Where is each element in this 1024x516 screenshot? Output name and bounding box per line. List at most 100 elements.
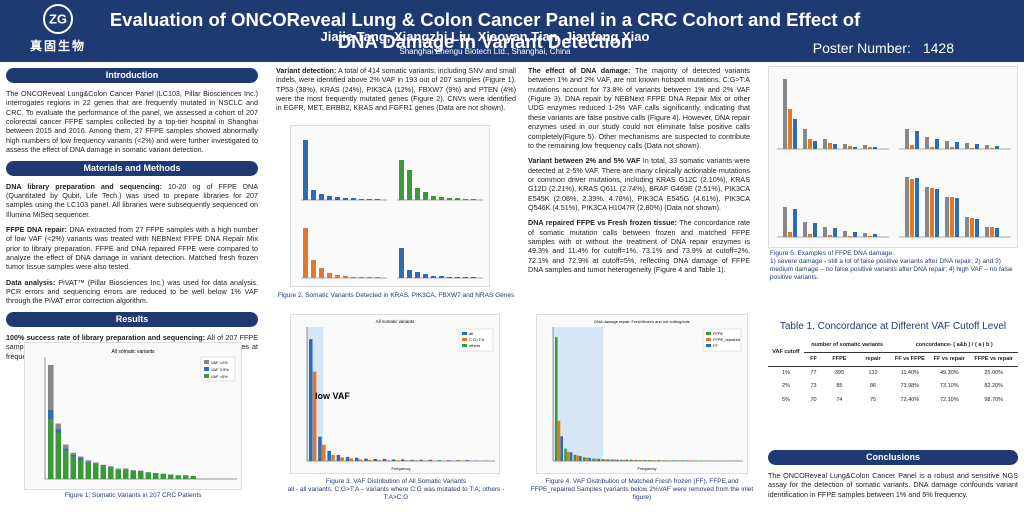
fig1-bar: [48, 410, 54, 419]
fig5-bar: [945, 197, 949, 237]
fig4-bar: [657, 460, 660, 461]
fig4-bar: [594, 458, 598, 461]
poster-number-value: 1428: [922, 40, 954, 56]
fig1-bar: [168, 474, 174, 479]
fig1-bar: [63, 444, 69, 449]
fig5-bar: [945, 141, 949, 149]
methods-repair: FFPE DNA repair: DNA extracted from 27 F…: [6, 225, 258, 272]
table-1-block: Table 1. Concordance at Different VAF Cu…: [768, 320, 1018, 407]
fig5-bar: [853, 147, 857, 149]
fig2-bar: [463, 277, 468, 278]
fig4-bar: [569, 452, 573, 461]
fig1-bar: [85, 460, 91, 462]
fig3-bar: [391, 459, 396, 461]
concordance-table: VAF cutoff number of somatic variants co…: [768, 339, 1018, 407]
fig4-bar: [557, 420, 561, 461]
fig1-bar: [93, 464, 99, 479]
fig5-bar: [905, 177, 909, 237]
cell: 395: [823, 366, 856, 381]
fig3-bar: [404, 460, 409, 461]
legend-swatch-gt5: [204, 374, 209, 378]
fig2-bar: [303, 228, 308, 278]
fig5-bar: [975, 144, 979, 149]
fig1-bar: [55, 432, 61, 479]
fig4-bar: [620, 459, 623, 461]
cell: 49.30%: [929, 366, 970, 381]
fig1-bar: [145, 472, 151, 479]
fig2-bar: [343, 276, 348, 278]
fig5-bar: [863, 233, 867, 237]
fig4-legend-swatch-ffpe: [706, 332, 711, 335]
figure-3-caption-text: Figure 3. VAF Distribution of All Somati…: [287, 478, 505, 502]
fig3-legend-others: others: [469, 343, 480, 348]
th-ff-vs-ffpe: FF vs FFPE: [894, 356, 925, 363]
fig4-bar: [644, 460, 647, 461]
methods-lib: DNA library preparation and sequencing: …: [6, 182, 258, 219]
fig2-bar: [319, 194, 324, 200]
fig1-bar: [55, 429, 61, 433]
fig5-bar: [833, 144, 837, 149]
fig4-bar: [662, 460, 666, 461]
fig4-legend-swatch-ff: [706, 344, 711, 347]
fig5-bar: [935, 189, 939, 237]
figure-3-caption: Figure 3. VAF Distribution of All Somati…: [276, 478, 516, 502]
fig1-bar: [78, 456, 84, 458]
conclusions-block: Conclusions The ONCOReveal Lung&Colon Ca…: [768, 448, 1018, 505]
methods-repair-text: DNA extracted from 27 FFPE samples with …: [6, 224, 258, 272]
poster-number-label: Poster Number:: [812, 40, 911, 56]
cell: 11.40%: [890, 366, 930, 381]
figure-1-chart: All somatic variants VAF <2% VAF 2-5% VA…: [44, 349, 237, 480]
legend-label-2to5: VAF 2-5%: [211, 367, 229, 372]
fig1-bar: [175, 475, 181, 479]
fig2-bar: [415, 188, 420, 200]
fig4-bar: [650, 460, 654, 461]
fig2-bar: [423, 192, 428, 200]
between-title: Variant between 2% and 5% VAF: [528, 156, 641, 166]
logo-mark: ZG: [43, 4, 73, 34]
fig5-bar: [803, 129, 807, 149]
fig1-bar: [160, 473, 166, 479]
fig3-bar: [309, 339, 313, 461]
figure-2-chart: [301, 140, 483, 279]
fig4-legend-ffpe: FFPE: [713, 331, 724, 336]
fig4-bar: [625, 459, 629, 461]
table-head-row: VAF cutoff number of somatic variants co…: [768, 339, 1018, 368]
fig5-bar: [783, 207, 787, 237]
fig5-bar: [863, 145, 867, 149]
column-3: The effect of DNA damage: The majority o…: [528, 66, 750, 281]
fig2-bar: [303, 140, 308, 200]
fig3-bar: [419, 459, 423, 461]
conclusions-text: The ONCOReveal Lung&Colon Cancer Panel i…: [768, 471, 1018, 499]
fig1-bar: [70, 455, 76, 457]
fig4-bar: [567, 451, 570, 461]
fig2-bar: [471, 277, 476, 278]
fig3-bar: [364, 458, 368, 461]
th-concordance: concordance- ( a&b ) / ( a | b ): [890, 339, 1018, 354]
table-subhead-row: FF FFPE repair FF vs FFPE FF vs repair F…: [768, 353, 1018, 367]
fig3-bar: [345, 456, 350, 461]
fig5-bar: [833, 228, 837, 237]
legend-swatch-2to5: [204, 367, 209, 371]
results-success-title: 100% success rate of library preparation…: [6, 332, 206, 342]
effect-dna-damage: The effect of DNA damage: The majority o…: [528, 66, 750, 150]
fig1-bar: [108, 467, 114, 468]
fig4-bar: [681, 460, 684, 461]
fig2-bar: [359, 199, 364, 200]
fig1-bar: [100, 464, 106, 466]
fig4-bar: [669, 460, 672, 461]
fig1-bar: [100, 465, 106, 467]
fig4-bar: [648, 460, 651, 461]
fig3-bar: [340, 457, 344, 461]
fig5-bar: [975, 219, 979, 237]
th-repair: repair: [865, 356, 881, 363]
logo-text: 真固生物: [29, 39, 86, 53]
fig4-bar: [653, 460, 657, 461]
cell: 70: [810, 396, 817, 403]
fig4-bar: [678, 460, 682, 461]
fig1-bar: [100, 466, 106, 479]
cell: 82.20%: [984, 383, 1003, 390]
fig2-bar: [407, 270, 412, 278]
fig5-bar: [868, 236, 872, 237]
table-row: 2% 73 85 86 73.98% 73.10% 82.20%: [768, 380, 1018, 393]
fig2-bar: [351, 198, 356, 200]
